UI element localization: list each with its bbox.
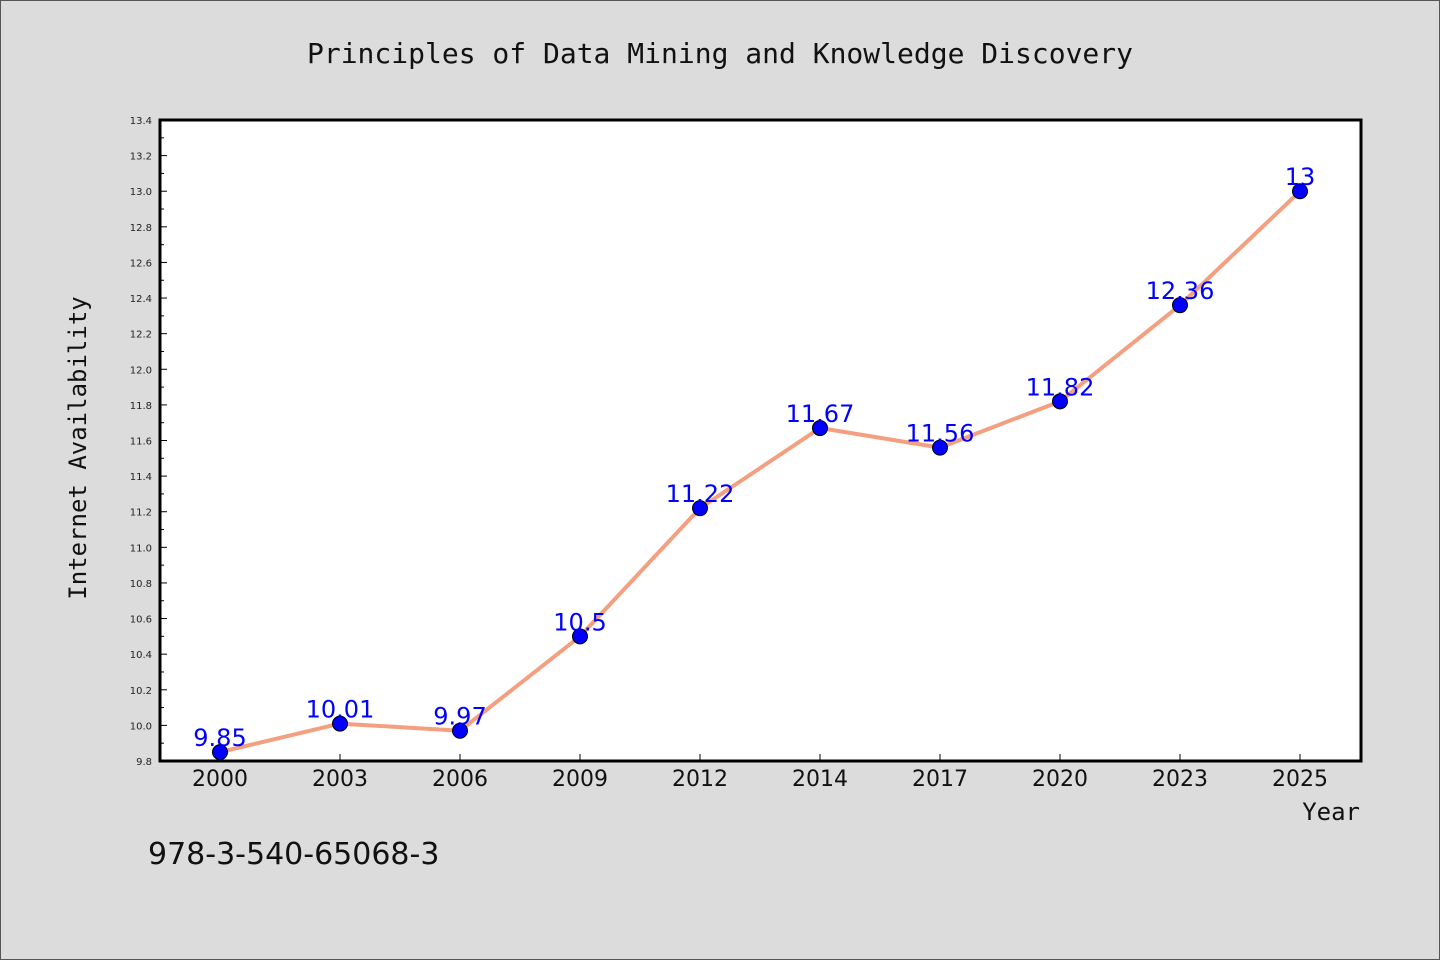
data-point — [572, 628, 588, 645]
y-tick-label: 12.0 — [130, 365, 152, 376]
y-tick-label: 13.4 — [130, 116, 152, 127]
y-axis-title: Internet Availability — [64, 296, 92, 599]
data-point — [452, 722, 468, 739]
data-point — [1292, 183, 1308, 200]
x-tick-label: 2014 — [792, 767, 848, 792]
y-tick-label: 10.6 — [130, 615, 152, 626]
y-tick-label: 10.2 — [130, 686, 152, 697]
y-tick-label: 12.6 — [130, 258, 152, 269]
y-tick-label: 10.4 — [130, 650, 152, 661]
y-tick-label: 13.0 — [130, 187, 152, 198]
y-tick-label: 11.6 — [130, 437, 152, 448]
data-label: 10.5 — [553, 608, 606, 636]
plot-area — [158, 118, 1363, 763]
data-point — [692, 500, 708, 517]
x-tick-label: 2025 — [1272, 767, 1328, 792]
x-tick-label: 2023 — [1152, 767, 1208, 792]
y-tick-label: 11.8 — [130, 401, 152, 412]
data-label: 11.56 — [906, 420, 975, 448]
data-point — [212, 744, 228, 761]
x-tick-label: 2020 — [1032, 767, 1088, 792]
data-label: 11.67 — [786, 400, 855, 428]
data-point — [332, 715, 348, 732]
series-layer: 9.85 10.01 9.97 10.5 11.22 11.67 11.56 11.82 12.… — [193, 163, 1316, 761]
x-tick-label: 2006 — [432, 767, 488, 792]
y-tick-label: 12.4 — [130, 294, 152, 305]
isbn-annotation: 978-3-540-65068-3 — [148, 837, 439, 872]
chart-title: Principles of Data Mining and Knowledge … — [307, 37, 1133, 70]
y-tick-label: 10.8 — [130, 579, 152, 590]
y-tick-label: 9.8 — [136, 757, 152, 768]
data-label: 11.82 — [1026, 373, 1095, 401]
x-tick-label: 2009 — [552, 767, 608, 792]
x-tick-label: 2012 — [672, 767, 728, 792]
data-point — [1172, 297, 1188, 314]
data-label: 10.01 — [306, 696, 375, 724]
data-point — [812, 420, 828, 437]
y-tick-label: 10.0 — [130, 721, 152, 732]
y-tick-label: 12.2 — [130, 330, 152, 341]
x-tick-label: 2017 — [912, 767, 968, 792]
data-label: 11.22 — [666, 480, 735, 508]
data-point — [932, 439, 948, 456]
x-tick-label: 2003 — [312, 767, 368, 792]
y-tick-label: 12.8 — [130, 223, 152, 234]
data-label: 13 — [1285, 163, 1316, 191]
data-label: 12.36 — [1146, 277, 1215, 305]
y-tick-label: 11.0 — [130, 543, 152, 554]
data-label: 9.85 — [193, 724, 246, 752]
x-tick-label: 2000 — [192, 767, 248, 792]
y-axis: 9.8 10.0 10.2 10.4 10.6 10.8 11.0 11.2 11.4 11.6 1… — [130, 116, 167, 768]
y-tick-label: 13.2 — [130, 152, 152, 163]
data-point — [1052, 393, 1068, 410]
series-line — [219, 189, 1302, 755]
y-tick-label: 11.4 — [130, 472, 152, 483]
y-tick-label: 11.2 — [130, 508, 152, 519]
x-axis-title: Year — [1302, 798, 1360, 826]
x-axis: 2000 2003 2006 2009 2012 2014 2017 2020 2023 2025 — [192, 754, 1328, 792]
data-label: 9.97 — [433, 703, 486, 731]
